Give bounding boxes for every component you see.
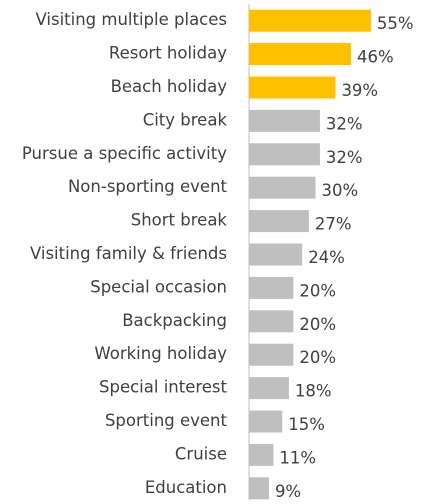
- value-label: 20%: [299, 315, 336, 334]
- category-label: Pursue a specific activity: [22, 144, 227, 163]
- category-label: Education: [145, 478, 227, 497]
- value-label: 27%: [315, 215, 352, 234]
- category-label: City break: [143, 110, 228, 129]
- bar: [249, 176, 316, 199]
- value-label: 39%: [341, 81, 378, 100]
- bar: [249, 377, 289, 400]
- value-label: 32%: [326, 114, 363, 133]
- category-label: Short break: [131, 211, 228, 230]
- value-label: 32%: [326, 148, 363, 167]
- bar: [249, 43, 351, 66]
- bar: [249, 343, 294, 366]
- value-label: 9%: [275, 482, 301, 501]
- category-label: Beach holiday: [111, 77, 228, 96]
- category-label: Cruise: [175, 444, 227, 463]
- value-label: 30%: [322, 181, 359, 200]
- category-label: Resort holiday: [109, 44, 227, 63]
- bar: [249, 276, 294, 299]
- bar: [249, 477, 269, 500]
- bar: [249, 109, 320, 132]
- category-label: Backpacking: [122, 311, 227, 330]
- bar: [249, 410, 283, 433]
- value-label: 11%: [279, 448, 316, 467]
- bar: [249, 243, 303, 266]
- bar: [249, 210, 309, 233]
- category-label: Working holiday: [94, 344, 227, 363]
- category-label: Special interest: [99, 378, 228, 397]
- value-label: 15%: [288, 415, 325, 434]
- category-label: Visiting multiple places: [35, 10, 227, 29]
- category-label: Non-sporting event: [68, 177, 228, 196]
- bar: [249, 143, 320, 166]
- bar: [249, 9, 371, 32]
- category-label: Special occasion: [90, 277, 227, 296]
- value-label: 24%: [308, 248, 345, 267]
- category-label: Visiting family & friends: [30, 244, 227, 263]
- value-label: 20%: [299, 348, 336, 367]
- value-label: 46%: [357, 48, 394, 67]
- category-label: Sporting event: [105, 411, 228, 430]
- bar: [249, 443, 274, 466]
- bar: [249, 310, 294, 333]
- value-label: 20%: [299, 281, 336, 300]
- bar: [249, 76, 336, 99]
- value-label: 55%: [377, 14, 414, 33]
- value-label: 18%: [295, 382, 332, 401]
